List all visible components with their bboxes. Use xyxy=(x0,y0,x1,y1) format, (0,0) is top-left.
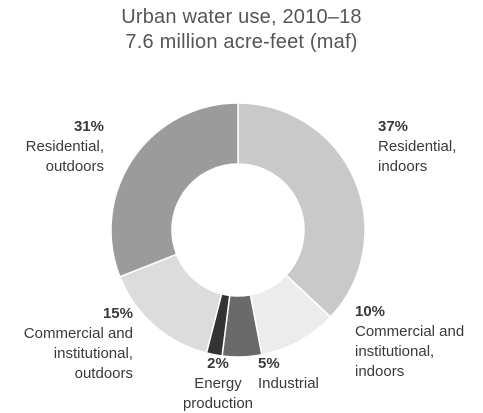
slice-label-4: 15% Commercial and institutional, outdoors xyxy=(24,305,133,382)
slice-label-3: 2% Energy production xyxy=(183,355,253,412)
slice-label-0: 37% Residential, indoors xyxy=(378,118,456,175)
chart-title: Urban water use, 2010–18 xyxy=(121,6,362,28)
slice-name-4-0: Commercial and xyxy=(24,325,133,342)
slice-name-0-0: Residential, xyxy=(378,138,456,155)
slice-name-5-0: Residential, xyxy=(26,138,104,155)
slice-percent-3: 2% xyxy=(207,355,229,372)
slice-percent-2: 5% xyxy=(258,355,280,372)
slice-percent-0: 37% xyxy=(378,118,408,135)
slice-name-1-0: Commercial and xyxy=(355,323,464,340)
slice-name-4-1: institutional, xyxy=(54,345,133,362)
slice-name-3-0: Energy xyxy=(194,375,242,392)
slice-label-1: 10% Commercial and institutional, indoors xyxy=(355,303,464,380)
slice-name-3-1: production xyxy=(183,395,253,412)
slice-name-1-1: institutional, xyxy=(355,343,434,360)
chart-subtitle: 7.6 million acre-feet (maf) xyxy=(125,31,358,53)
slice-percent-4: 15% xyxy=(103,305,133,322)
slice-name-0-1: indoors xyxy=(378,158,427,175)
slice-name-1-2: indoors xyxy=(355,363,404,380)
slice-label-2: 5% Industrial xyxy=(258,355,319,392)
slice-name-2: Industrial xyxy=(258,375,319,392)
slice-label-5: 31% Residential, outdoors xyxy=(26,118,104,175)
slice-0 xyxy=(237,102,366,318)
slice-name-4-2: outdoors xyxy=(75,365,133,382)
slice-name-5-1: outdoors xyxy=(46,158,104,175)
slice-percent-1: 10% xyxy=(355,303,385,320)
slice-5 xyxy=(110,102,239,278)
slice-percent-5: 31% xyxy=(74,118,104,135)
